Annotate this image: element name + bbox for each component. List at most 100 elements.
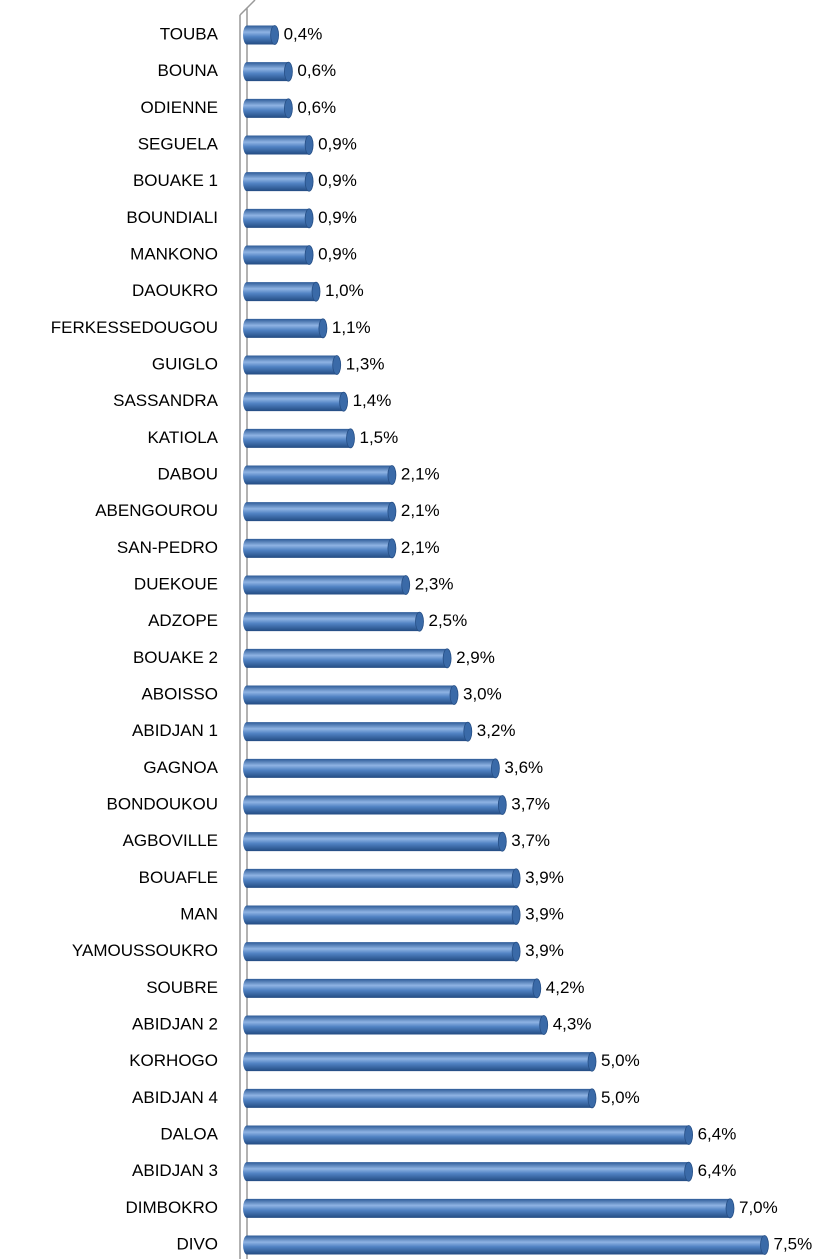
bar-cap (497, 795, 507, 815)
data-label: 1,3% (346, 354, 385, 373)
category-label: ABIDJAN 3 (132, 1161, 218, 1180)
bar (243, 685, 458, 705)
bar (243, 1162, 693, 1182)
category-label: ADZOPE (148, 611, 218, 630)
bar-cap (511, 868, 521, 889)
category-label: BOUAKE 2 (133, 648, 218, 667)
category-label: DABOU (158, 464, 218, 483)
data-label: 2,9% (456, 648, 495, 667)
bar-cap (684, 1125, 693, 1145)
data-label: 2,1% (401, 538, 440, 557)
bar-cap (304, 135, 314, 155)
bar-cap (511, 941, 521, 962)
bar (243, 612, 424, 632)
bar (243, 465, 396, 485)
category-label: SOUBRE (146, 978, 218, 997)
bar-cap (497, 831, 507, 852)
category-label: MANKONO (130, 244, 218, 263)
bar (243, 538, 396, 558)
bar-cap (387, 538, 397, 559)
bar-cap (760, 1235, 769, 1255)
data-label: 0,4% (284, 24, 323, 43)
bar (243, 172, 314, 192)
bar-cap (311, 281, 321, 302)
bar (243, 1198, 734, 1218)
category-label: KATIOLA (147, 428, 218, 447)
data-label: 2,1% (401, 501, 440, 520)
bar (243, 978, 541, 998)
bar (243, 62, 293, 82)
bar (243, 355, 341, 375)
bar-cap (304, 245, 314, 265)
data-label: 1,1% (332, 318, 371, 337)
category-label: DAOUKRO (132, 281, 218, 300)
category-label: DALOA (160, 1124, 218, 1143)
category-label: SAN-PEDRO (117, 538, 218, 557)
data-label: 3,9% (525, 868, 564, 887)
data-label: 0,9% (318, 171, 357, 190)
bar (243, 392, 348, 412)
bar (243, 795, 507, 815)
bar-cap (449, 685, 459, 705)
bar (243, 868, 521, 888)
bar-cap (684, 1161, 693, 1182)
bar-cap (532, 978, 542, 999)
data-label: 5,0% (601, 1088, 640, 1107)
category-label: ODIENNE (141, 98, 218, 117)
axis-wall (239, 7, 248, 16)
bar (243, 1052, 596, 1072)
bar-cap (463, 721, 473, 742)
data-label: 3,7% (511, 831, 550, 850)
data-label: 3,6% (504, 758, 543, 777)
bar (243, 98, 293, 118)
category-label: GAGNOA (143, 758, 218, 777)
category-label: ABIDJAN 2 (132, 1014, 218, 1033)
category-label: YAMOUSSOUKRO (72, 941, 218, 960)
bar (243, 1125, 693, 1145)
data-label: 7,5% (774, 1234, 813, 1253)
data-label: 2,3% (415, 574, 454, 593)
bar (243, 25, 279, 45)
data-label: 3,2% (477, 721, 516, 740)
category-label: ABIDJAN 1 (132, 721, 218, 740)
bar (243, 648, 452, 668)
bar-cap (304, 208, 314, 229)
bar (243, 905, 521, 925)
data-label: 3,9% (525, 904, 564, 923)
bar-cap (490, 758, 500, 779)
data-label: 4,2% (546, 978, 585, 997)
bar-cap (387, 501, 397, 522)
bar-cap (587, 1088, 597, 1109)
bar-cap (415, 611, 424, 632)
data-label: 0,6% (297, 98, 336, 117)
category-label: SEGUELA (138, 134, 219, 153)
bar (243, 942, 521, 962)
bar (243, 1235, 769, 1255)
data-label: 1,0% (325, 281, 364, 300)
bar (243, 832, 507, 852)
data-label: 3,0% (463, 684, 502, 703)
bar-cap (539, 1015, 549, 1035)
category-label: DIMBOKRO (125, 1198, 218, 1217)
bar-cap (339, 391, 349, 412)
data-label: 1,4% (353, 391, 392, 410)
data-label: 3,9% (525, 941, 564, 960)
category-label: DIVO (176, 1234, 218, 1253)
data-label: 0,9% (318, 208, 357, 227)
data-label: 4,3% (553, 1014, 592, 1033)
category-label: FERKESSEDOUGOU (51, 318, 218, 337)
data-label: 5,0% (601, 1051, 640, 1070)
bar (243, 245, 314, 265)
bar (243, 318, 327, 338)
category-label: BOUAFLE (139, 868, 218, 887)
bar-cap (725, 1198, 735, 1219)
data-label: 6,4% (698, 1161, 737, 1180)
category-label: TOUBA (160, 24, 219, 43)
data-label: 6,4% (698, 1124, 737, 1143)
bar-cap (304, 171, 314, 192)
bar-cap (442, 648, 452, 669)
bar (243, 758, 500, 778)
category-label: ABOISSO (141, 684, 218, 703)
data-label: 0,9% (318, 244, 357, 263)
